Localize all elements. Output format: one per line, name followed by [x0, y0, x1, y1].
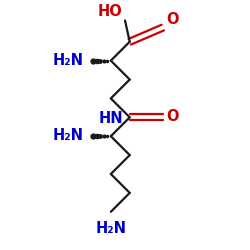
- Text: O: O: [166, 109, 179, 124]
- Text: HN: HN: [98, 110, 123, 126]
- Text: HO: HO: [98, 4, 123, 19]
- Text: H₂N: H₂N: [53, 53, 84, 68]
- Text: O: O: [166, 12, 179, 27]
- Text: H₂N: H₂N: [53, 128, 84, 143]
- Text: H₂N: H₂N: [95, 221, 126, 236]
